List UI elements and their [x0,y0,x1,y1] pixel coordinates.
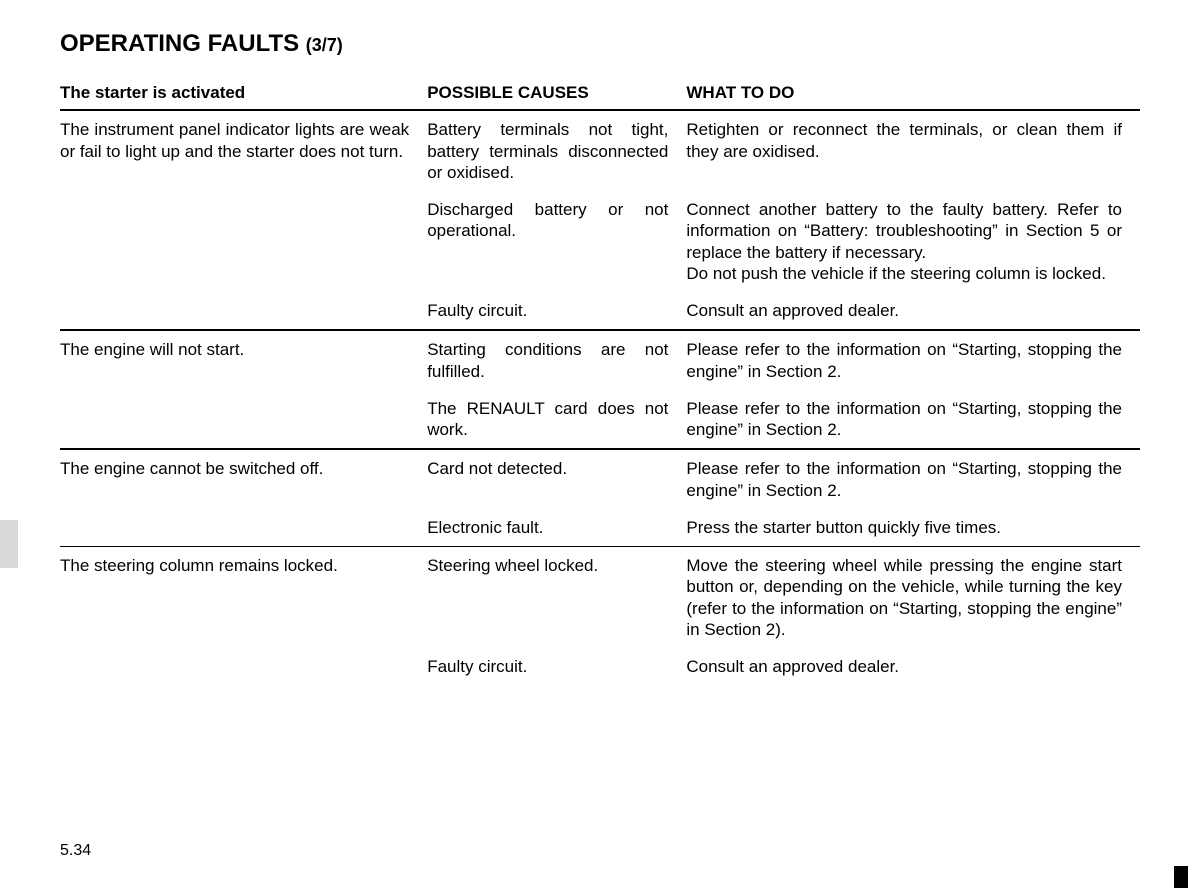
cell-symptom: The engine will not start. [60,330,427,390]
table-row: Faulty circuit.Consult an approved deale… [60,648,1140,685]
cell-symptom [60,390,427,450]
corner-mark [1174,866,1188,888]
cell-action: Please refer to the information on “Star… [686,330,1140,390]
cell-cause: Electronic fault. [427,509,686,547]
cell-symptom: The instrument panel indicator lights ar… [60,110,427,191]
cell-cause: Faulty circuit. [427,648,686,685]
cell-symptom: The steering column remains locked. [60,547,427,649]
page-number: 5.34 [60,842,91,860]
title-sub: (3/7) [306,35,343,55]
cell-cause: Steering wheel locked. [427,547,686,649]
cell-action: Press the starter button quickly five ti… [686,509,1140,547]
cell-action: Please refer to the information on “Star… [686,390,1140,450]
cell-action: Consult an approved dealer. [686,292,1140,330]
table-row: Discharged battery or not operational.Co… [60,191,1140,292]
cell-symptom [60,191,427,292]
header-action: WHAT TO DO [686,76,1140,110]
table-row: The engine will not start.Starting condi… [60,330,1140,390]
cell-action: Connect another battery to the faulty ba… [686,191,1140,292]
cell-action: Please refer to the information on “Star… [686,449,1140,509]
cell-symptom: The engine cannot be switched off. [60,449,427,509]
table-row: The RENAULT card does not work.Please re… [60,390,1140,450]
table-header-row: The starter is activated POSSIBLE CAUSES… [60,76,1140,110]
cell-symptom [60,292,427,330]
table-row: Electronic fault.Press the starter butto… [60,509,1140,547]
header-cause: POSSIBLE CAUSES [427,76,686,110]
cell-cause: Discharged battery or not operational. [427,191,686,292]
cell-symptom [60,648,427,685]
table-row: The engine cannot be switched off.Card n… [60,449,1140,509]
cell-action: Consult an approved dealer. [686,648,1140,685]
cell-cause: Faulty circuit. [427,292,686,330]
page-title: OPERATING FAULTS (3/7) [60,30,1140,58]
cell-cause: Battery terminals not tight, battery ter… [427,110,686,191]
table-row: The instrument panel indicator lights ar… [60,110,1140,191]
cell-symptom [60,509,427,547]
table-row: Faulty circuit.Consult an approved deale… [60,292,1140,330]
title-main: OPERATING FAULTS [60,30,299,57]
cell-action: Retighten or reconnect the terminals, or… [686,110,1140,191]
cell-cause: Card not detected. [427,449,686,509]
header-symptom: The starter is activated [60,76,427,110]
table-row: The steering column remains locked.Steer… [60,547,1140,649]
faults-table: The starter is activated POSSIBLE CAUSES… [60,76,1140,685]
cell-action: Move the steering wheel while pressing t… [686,547,1140,649]
page-content: OPERATING FAULTS (3/7) The starter is ac… [0,0,1200,888]
cell-cause: Starting conditions are not fulfilled. [427,330,686,390]
cell-cause: The RENAULT card does not work. [427,390,686,450]
